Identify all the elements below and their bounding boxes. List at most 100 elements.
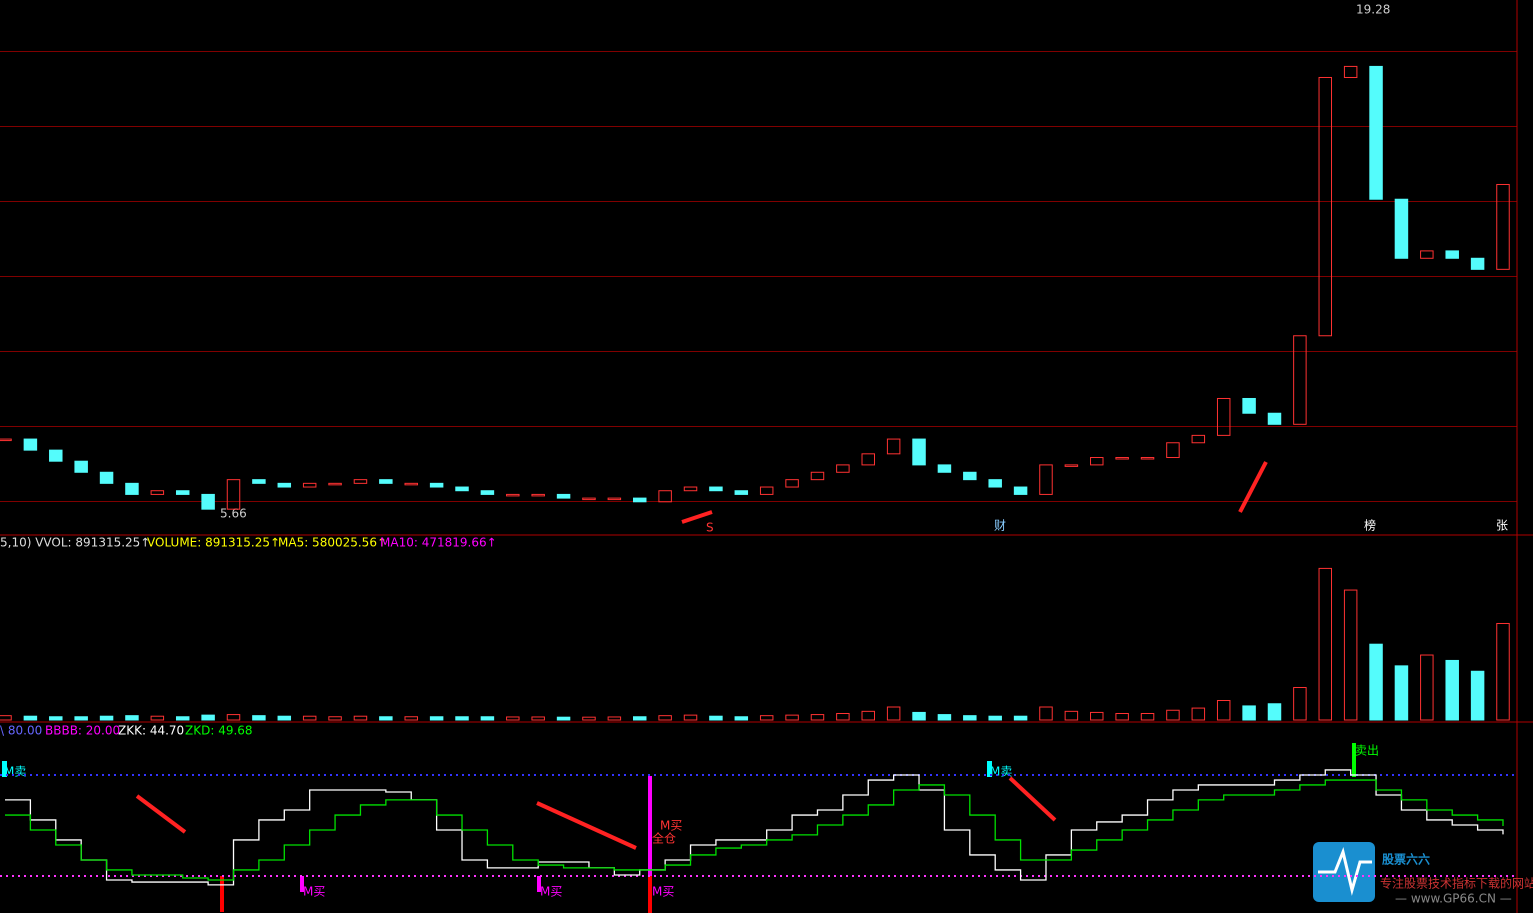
volume-bar [1064,710,1079,721]
candle [785,479,799,488]
candle [328,482,342,486]
candle [1115,457,1129,460]
high-label: 19.28 [1356,3,1390,17]
volume-bar [1394,665,1409,721]
signal-bar [2,761,7,777]
candle [277,482,292,488]
candle [429,482,444,488]
arrow [135,794,187,834]
candle [937,464,952,473]
volume-bar [74,716,88,721]
signal-bar [220,876,224,912]
candle [150,490,165,495]
candle [861,453,875,466]
candle [963,471,977,481]
volume-bar [125,715,139,721]
volume-bar [1216,700,1231,721]
candle [0,438,12,442]
volume-bar [1420,654,1434,721]
logo-title: 股票六六 [1382,852,1430,867]
candle [455,486,469,492]
candle [23,438,38,451]
volume-bar [455,716,469,721]
volume-bar [277,715,292,721]
candle [1267,412,1282,425]
volume-bar [937,714,952,721]
logo-icon [1318,847,1372,896]
volume-bar [607,716,622,721]
candle [912,438,926,466]
candle [49,449,63,462]
volume-bar [963,715,977,721]
candle [201,493,215,510]
volume-bar [734,716,749,721]
volume-bar [429,716,444,721]
signal-bar [1352,743,1356,777]
candle [1216,397,1231,436]
volume-bar [302,715,317,721]
volume-bar [683,714,698,721]
candle [125,482,139,495]
candle [759,486,774,495]
signal: M卖 [990,765,1012,779]
volume-bar [1013,715,1028,721]
volume-bar [836,713,850,721]
signal-bar [537,876,541,892]
signal: 卖出 [1355,744,1379,758]
marker: S [706,521,714,535]
volume-bar [379,716,393,721]
volume-bar [658,715,672,721]
candle [810,471,825,481]
signal-bar [987,761,992,777]
volume-bar [1496,622,1510,721]
volume-bar [861,710,875,721]
logo-subtitle: 专注股票技术指标下载的网站 [1380,876,1533,891]
candle [1013,486,1028,495]
volume-bar [886,706,901,721]
volume-bar [988,715,1002,721]
volume-bar [633,716,647,721]
candle [531,493,545,497]
arrow [1008,776,1057,822]
candle [1293,335,1307,425]
volume-bar [1445,659,1459,721]
marker: 张 [1496,519,1508,533]
volume-bar [226,714,241,721]
volume-bar [99,715,114,721]
volume-bar [1191,707,1206,721]
volume-bar [1470,670,1485,721]
volume-bar [1343,589,1358,721]
candle [252,479,266,484]
candle [1039,464,1053,495]
candle [99,471,114,484]
signal: M买 [540,885,562,899]
signal: M买 [652,885,674,899]
candle [74,460,88,473]
candle [226,479,241,510]
volume-bar [1039,706,1053,721]
candle [1343,65,1358,78]
marker: 财 [994,519,1006,533]
volume-bar [1242,705,1256,721]
candle [379,479,393,484]
candle [1064,464,1079,467]
candle [886,438,901,455]
volume-bar [531,716,545,721]
signal-bar [648,876,652,913]
volume-bar [709,715,723,721]
volume-bar [1369,643,1383,721]
volume-bar [1318,567,1333,721]
legend-text: \ 80.00 [0,724,42,738]
candle [1394,198,1409,259]
volume-bar [201,714,215,721]
low-label: 5.66 [220,507,247,521]
logo-url: — www.GP66.CN — [1395,892,1512,906]
volume-bar [556,716,571,721]
volume-bar [353,715,368,721]
candle [582,497,596,501]
volume-bar [582,716,596,721]
signal: 全仓 [652,831,676,846]
volume-bar [480,716,495,721]
candle [607,497,622,501]
